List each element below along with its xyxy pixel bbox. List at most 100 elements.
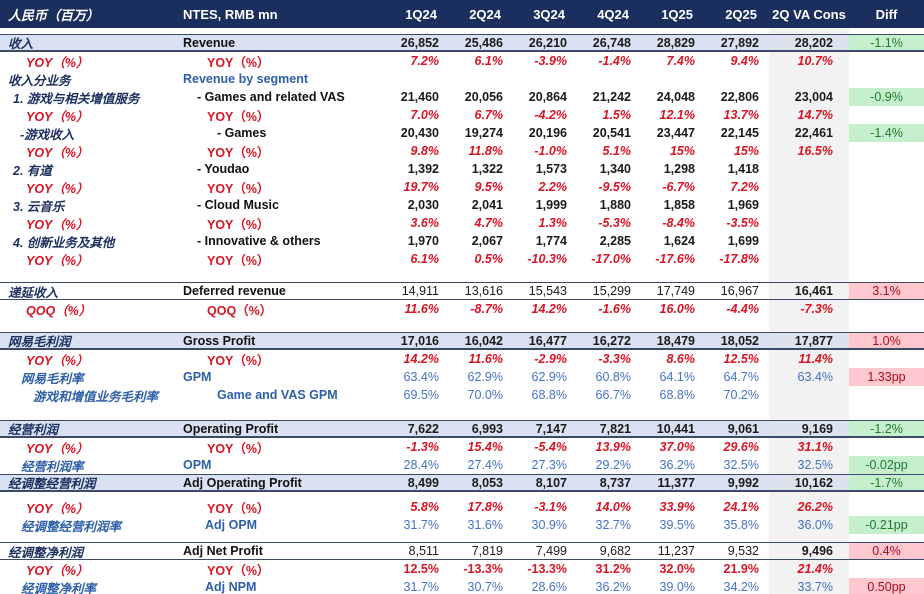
cons-column-band [769,534,849,542]
cell-1q24: 31.7% [403,580,439,594]
row-gross-profit-yoy: YOY（%） YOY（%） 14.2% 11.6% -2.9% -3.3% 8.6% 12.5… [0,350,924,368]
cell-1q24 [385,70,449,88]
cell-diff [849,196,924,214]
label-en: YOY（%） [207,181,270,196]
cell-2q24: -13.3% [463,562,503,576]
cell-2q24: 70.0% [467,388,503,402]
row-adj-net-profit: 经调整净利润 Adj Net Profit 8,511 7,819 7,499 9,682… [0,542,924,560]
row-innovative-yoy: YOY（%） YOY（%） 6.1% 0.5% -10.3% -17.0% -17.6% -1… [0,250,924,268]
row-games-yoy: YOY（%） YOY（%） 9.8% 11.8% -1.0% 5.1% 15% 15% 16.5… [0,142,924,160]
cell-2q25: 13.7% [723,108,759,122]
cell-1q24: 19.7% [403,180,439,194]
label-en: YOY（%） [207,563,270,578]
cell-1q25: 17,749 [656,284,695,298]
label-cn: 收入 [8,37,34,50]
spacer-cell [449,268,513,282]
cell-1q25: 64.1% [659,370,695,384]
row-cloud-music-yoy: YOY（%） YOY（%） 3.6% 4.7% 1.3% -5.3% -8.4% -3.5% [0,214,924,232]
cell-3q24: -10.3% [527,252,567,266]
spacer-row [0,268,924,282]
header-consensus: 2Q VA Cons [772,6,846,22]
cell-4q24: 29.2% [595,458,631,472]
label-en: Game and VAS GPM [217,388,338,402]
cell-2q-va-cons: 28,202 [769,35,849,50]
spacer-cell [513,268,577,282]
cell-4q24: 66.7% [595,388,631,402]
spacer-cell [577,318,641,332]
spacer-cell [385,318,449,332]
cell-2q25: 29.6% [723,440,759,454]
cell-3q24: -4.2% [534,108,567,122]
cell-1q24: 1,392 [407,162,439,176]
cell-2q-va-cons [769,250,849,268]
cell-1q25: 7.4% [666,54,696,68]
cell-1q24: 8,511 [408,544,439,558]
spacer-cell [641,268,705,282]
cell-2q-va-cons: 9,496 [769,543,849,559]
cell-2q-va-cons: 16.5% [769,142,849,160]
row-game-and-vas-gpm: 游戏和增值业务毛利率 Game and VAS GPM 69.5% 70.0% 68.8… [0,386,924,404]
cell-4q24: 36.2% [595,580,631,594]
label-cn: YOY（%） [26,563,89,578]
spacer-cell [172,28,385,34]
label-cn: -游戏收入 [20,127,75,142]
label-cn: 经调整经营利润率 [21,519,122,534]
label-en: - Games [217,126,267,140]
cell-1q24: 12.5% [403,562,439,576]
cell-1q25: -8.4% [662,216,695,230]
cell-3q24: 27.3% [531,458,567,472]
cell-4q24: 31.2% [595,562,631,576]
cell-diff: -1.2% [849,421,924,436]
cell-2q25: 9,061 [727,421,759,436]
label-en: YOY（%） [207,501,270,516]
label-en: YOY（%） [207,253,270,268]
spacer-cell [705,404,769,420]
spacer-cell [513,404,577,420]
spacer-cell [577,404,641,420]
cell-2q25: 21.9% [723,562,759,576]
spacer-row [0,404,924,420]
row-gpm: 网易毛利率 GPM 63.4% 62.9% 62.9% 60.8% 64.1% 64.7% 63… [0,368,924,386]
spacer-cell [0,534,172,542]
cell-2q-va-cons: 14.7% [769,106,849,124]
cell-2q25: 70.2% [723,388,759,402]
row-opm: 经营利润率 OPM 28.4% 27.4% 27.3% 29.2% 36.2% 32.5% 32… [0,456,924,474]
label-cn: 经调整净利润 [8,545,84,560]
label-cn: 游戏和增值业务毛利率 [33,389,159,404]
cell-4q24: -3.3% [598,352,631,366]
cell-2q24: 11.8% [468,144,503,158]
label-cn: 递延收入 [8,285,59,300]
row-operating-profit: 经营利润 Operating Profit 7,622 6,993 7,147 7,821… [0,420,924,438]
spacer-cell [0,28,172,34]
cell-3q24: 26,210 [528,35,567,50]
cell-2q-va-cons: 17,877 [769,333,849,348]
row-innovative-and-others: 4. 创新业务及其他 - Innovative & others 1,970 2,06… [0,232,924,250]
cell-3q24: 8,107 [535,475,567,490]
cell-1q25: 16.0% [659,302,695,316]
cell-2q-va-cons: 23,004 [769,88,849,106]
label-en: YOY（%） [207,441,270,456]
label-cn: 经调整净利率 [21,581,97,594]
cell-4q24: 1,340 [599,162,631,176]
cell-1q24: 3.6% [410,216,440,230]
cell-1q25: 68.8% [659,388,695,402]
cell-1q25: 1,858 [663,198,695,212]
cell-2q-va-cons: 26.2% [769,498,849,516]
cell-2q25: 35.8% [723,518,759,532]
cell-2q24: 16,042 [464,333,503,348]
cell-3q24: 7,499 [535,544,567,558]
cell-2q-va-cons: 21.4% [769,560,849,578]
spacer-cell [172,268,385,282]
cell-4q24: 32.7% [595,518,631,532]
cell-1q24: 11.6% [404,302,439,316]
cell-diff: 3.1% [849,283,924,299]
row-adj-operating-profit-yoy: YOY（%） YOY（%） 5.8% 17.8% -3.1% 14.0% 33.9% 24.1… [0,498,924,516]
label-cn: 经调整经营利润 [8,477,96,490]
cell-1q24: 69.5% [403,388,439,402]
spacer-cell [849,28,924,34]
cell-diff [849,386,924,404]
cell-2q25: 22,145 [720,126,759,140]
cell-3q24: 15,543 [528,284,567,298]
cell-diff [849,232,924,250]
